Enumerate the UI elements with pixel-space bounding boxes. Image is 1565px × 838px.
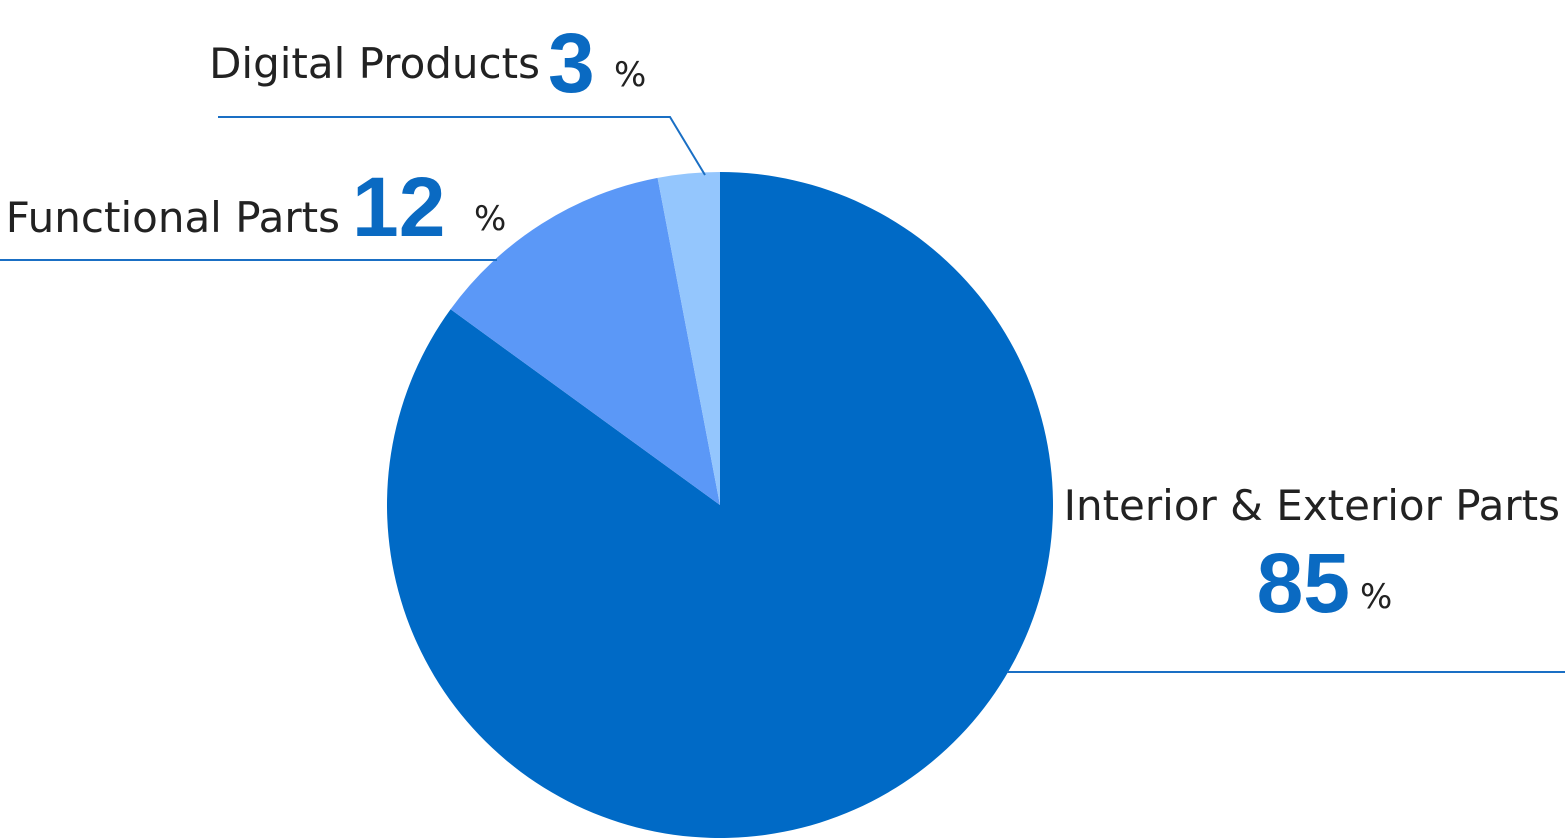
unit-label: % bbox=[1360, 577, 1392, 617]
pie bbox=[387, 172, 1054, 838]
value-label: 85 bbox=[1257, 536, 1350, 630]
leader-line bbox=[218, 116, 706, 176]
category-label: Functional Parts bbox=[6, 193, 340, 242]
category-label: Digital Products bbox=[209, 39, 540, 88]
pie-slice bbox=[657, 172, 720, 505]
unit-label: % bbox=[614, 55, 646, 95]
pie-slice bbox=[450, 177, 720, 505]
category-label: Interior & Exterior Parts bbox=[1064, 481, 1560, 530]
value-label: 12 bbox=[352, 160, 445, 254]
unit-label: % bbox=[474, 199, 506, 239]
value-label: 3 bbox=[548, 16, 595, 110]
